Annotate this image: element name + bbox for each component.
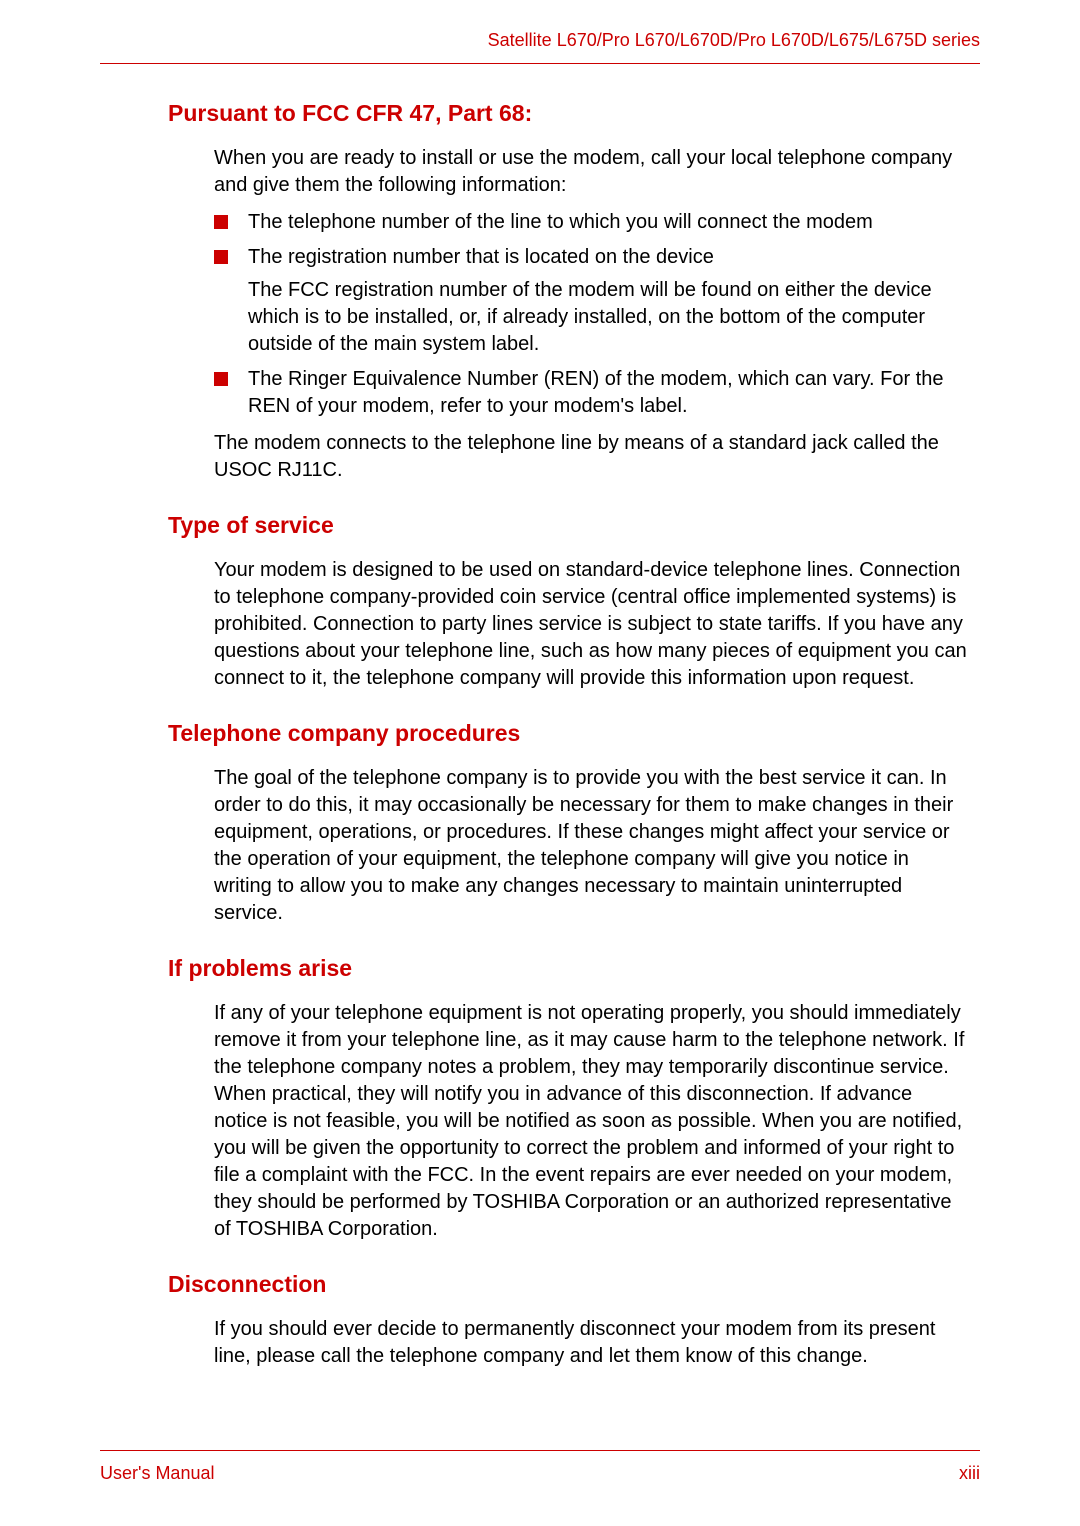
heading-problems-arise: If problems arise: [168, 955, 980, 982]
telco-procedures-body: The goal of the telephone company is to …: [214, 765, 970, 927]
page-container: Satellite L670/Pro L670/L670D/Pro L670D/…: [0, 0, 1080, 1526]
header-product-line: Satellite L670/Pro L670/L670D/Pro L670D/…: [100, 30, 980, 63]
heading-fcc: Pursuant to FCC CFR 47, Part 68:: [168, 100, 980, 127]
fcc-intro: When you are ready to install or use the…: [214, 145, 970, 199]
section-telco-procedures: Telephone company procedures The goal of…: [100, 720, 980, 927]
footer-rule: [100, 1450, 980, 1451]
fcc-bullet-3-text: The Ringer Equivalence Number (REN) of t…: [248, 368, 943, 417]
heading-type-of-service: Type of service: [168, 512, 980, 539]
fcc-bullet-2-sub: The FCC registration number of the modem…: [248, 277, 970, 358]
fcc-bullet-2: The registration number that is located …: [214, 244, 970, 358]
fcc-bullet-list: The telephone number of the line to whic…: [214, 209, 970, 420]
fcc-bullet-3: The Ringer Equivalence Number (REN) of t…: [214, 366, 970, 420]
heading-disconnection: Disconnection: [168, 1271, 980, 1298]
footer-page-number: xiii: [959, 1463, 980, 1484]
footer: User's Manual xiii: [100, 1450, 980, 1484]
footer-row: User's Manual xiii: [100, 1463, 980, 1484]
problems-arise-body: If any of your telephone equipment is no…: [214, 1000, 970, 1243]
section-fcc: Pursuant to FCC CFR 47, Part 68: When yo…: [100, 100, 980, 484]
fcc-bullet-1-text: The telephone number of the line to whic…: [248, 211, 873, 233]
header-rule: [100, 63, 980, 64]
fcc-bullet-1: The telephone number of the line to whic…: [214, 209, 970, 236]
footer-left: User's Manual: [100, 1463, 214, 1484]
section-disconnection: Disconnection If you should ever decide …: [100, 1271, 980, 1370]
section-problems-arise: If problems arise If any of your telepho…: [100, 955, 980, 1243]
type-of-service-body: Your modem is designed to be used on sta…: [214, 557, 970, 692]
disconnection-body: If you should ever decide to permanently…: [214, 1316, 970, 1370]
section-type-of-service: Type of service Your modem is designed t…: [100, 512, 980, 692]
fcc-bullet-2-text: The registration number that is located …: [248, 246, 714, 268]
heading-telco-procedures: Telephone company procedures: [168, 720, 980, 747]
fcc-outro: The modem connects to the telephone line…: [214, 430, 970, 484]
